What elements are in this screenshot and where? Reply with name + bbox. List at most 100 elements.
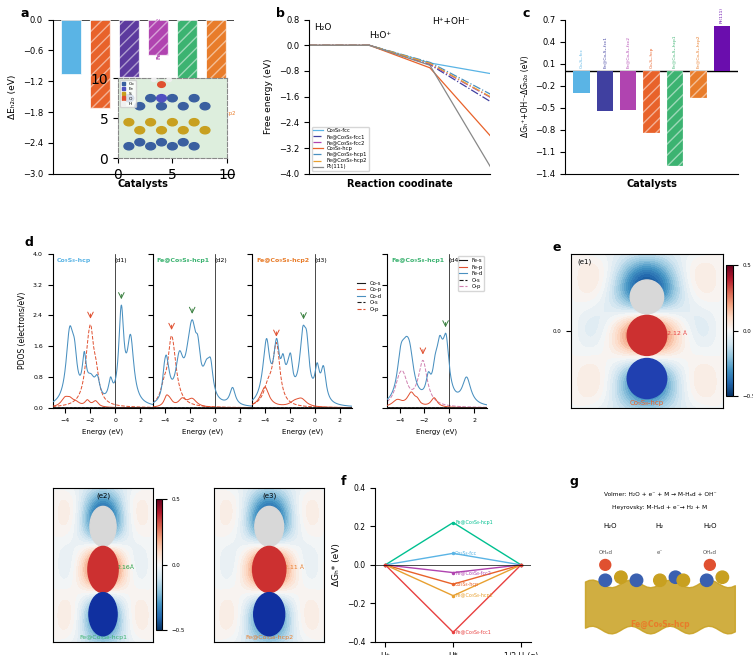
Bar: [206, 20, 226, 151]
Circle shape: [614, 571, 627, 584]
Bar: [61, 20, 81, 73]
Fe@Co₉S₈-hcp1: [381, 561, 390, 569]
Bar: [596, 71, 613, 111]
Text: Heyrovsky: M-Hₐd + e⁻→ H₂ + M: Heyrovsky: M-Hₐd + e⁻→ H₂ + M: [612, 505, 708, 510]
Pt(111): [365, 41, 374, 49]
Fe@Co₉S₈-fcc1: [425, 61, 434, 69]
Text: Fe@Co₉S₈-hcp1: Fe@Co₉S₈-hcp1: [184, 27, 189, 71]
Bar: [691, 71, 706, 98]
Line: Fe@Co₉S₈-hcp2: Fe@Co₉S₈-hcp2: [384, 564, 522, 597]
Fe@Co₉S₈-hcp2: [304, 41, 313, 49]
Text: (d1): (d1): [114, 258, 127, 263]
Fe@Co₉S₈-fcc1: [304, 41, 313, 49]
Legend: Fe-s, Fe-p, Fe-d, O-s, O-p: Fe-s, Fe-p, Fe-d, O-s, O-p: [458, 256, 484, 291]
Text: Fe@Co₉S₈-hcp1: Fe@Co₉S₈-hcp1: [673, 35, 677, 68]
Legend: Co-s, Co-p, Co-d, O-s, O-p: Co-s, Co-p, Co-d, O-s, O-p: [356, 280, 383, 313]
Fe@Co₉S₈-hcp1: [304, 41, 313, 49]
Line: Co₉S₈-hcp: Co₉S₈-hcp: [309, 45, 490, 136]
Circle shape: [255, 506, 284, 546]
Circle shape: [677, 574, 690, 586]
Fe@Co₉S₈-hcp2: [381, 561, 390, 569]
Circle shape: [599, 574, 611, 586]
Pt(111): [425, 62, 434, 69]
Text: Fe@Co₉S₈-hcp1: Fe@Co₉S₈-hcp1: [157, 258, 209, 263]
Text: H₂: H₂: [656, 523, 664, 529]
Bar: [620, 71, 636, 110]
Line: Fe@Co₉S₈-hcp1: Fe@Co₉S₈-hcp1: [384, 521, 522, 566]
Text: H₃O⁺: H₃O⁺: [369, 31, 391, 40]
Fe@Co₉S₈-hcp2: [365, 41, 374, 49]
Fe@Co₉S₈-fcc1: [365, 41, 374, 49]
Text: d: d: [25, 236, 34, 249]
Fe@Co₉S₈-hcp2: [517, 561, 526, 569]
Y-axis label: Free energy (eV): Free energy (eV): [264, 59, 273, 134]
Fe@Co₉S₈-hcp1: [449, 519, 458, 527]
Fe@Co₉S₈-fcc1: [517, 561, 526, 569]
Text: 2.12 Å: 2.12 Å: [666, 331, 687, 337]
Co₉S₈-hcp: [304, 41, 313, 49]
Text: g: g: [569, 475, 578, 488]
Fe@Co₉S₈-hcp1: [486, 90, 495, 98]
Circle shape: [90, 506, 116, 546]
Circle shape: [669, 571, 681, 584]
Bar: [714, 26, 730, 71]
Fe@Co₉S₈-hcp2: [449, 591, 458, 599]
X-axis label: Catalysts: Catalysts: [118, 179, 169, 189]
Text: 2.16Å: 2.16Å: [116, 565, 134, 571]
Text: Fe@Co₉S₈-hcp: Fe@Co₉S₈-hcp: [630, 620, 690, 629]
Text: Co₉S₈-fcc: Co₉S₈-fcc: [456, 551, 477, 556]
Circle shape: [88, 546, 118, 593]
X-axis label: Catalysts: Catalysts: [626, 179, 677, 189]
Circle shape: [254, 593, 285, 636]
Fe@Co₉S₈-fcc2: [381, 561, 390, 569]
Text: Fe@Co₉S₈-hcp2: Fe@Co₉S₈-hcp2: [196, 111, 236, 116]
Co₉S₈-hcp: [486, 132, 495, 140]
Text: e⁻: e⁻: [657, 550, 663, 555]
Text: Fe@Co₉S₈-hcp2: Fe@Co₉S₈-hcp2: [256, 258, 309, 263]
Text: Fe@Co₉S₈-fcc1: Fe@Co₉S₈-fcc1: [456, 629, 491, 635]
Fe@Co₉S₈-hcp1: [365, 41, 374, 49]
Text: (d4): (d4): [449, 258, 462, 263]
Fe@Co₉S₈-fcc2: [486, 94, 495, 102]
Text: f: f: [341, 475, 346, 488]
Text: Pt(111): Pt(111): [720, 7, 724, 22]
Line: Fe@Co₉S₈-hcp1: Fe@Co₉S₈-hcp1: [309, 45, 490, 94]
Text: Fe@Co₉S₈-fcc2: Fe@Co₉S₈-fcc2: [456, 570, 491, 575]
Text: Fe@Co₉S₈-hcp1: Fe@Co₉S₈-hcp1: [79, 635, 127, 640]
Text: (d3): (d3): [314, 258, 327, 263]
Co₉S₈-hcp: [517, 561, 526, 569]
Line: Fe@Co₉S₈-fcc2: Fe@Co₉S₈-fcc2: [309, 45, 490, 98]
Fe@Co₉S₈-fcc2: [517, 561, 526, 569]
Text: Fe@Co₉S₈-hcp2: Fe@Co₉S₈-hcp2: [697, 35, 700, 68]
Bar: [90, 20, 110, 108]
Text: Co₉S₈-hcp: Co₉S₈-hcp: [56, 258, 91, 263]
Fe@Co₉S₈-fcc1: [381, 561, 390, 569]
Bar: [177, 20, 197, 79]
Circle shape: [252, 546, 286, 593]
Co₉S₈-hcp: [365, 41, 374, 49]
Pt(111): [486, 162, 495, 170]
Text: Volmer: H₂O + e⁻ + M → M-Hₐd + OH⁻: Volmer: H₂O + e⁻ + M → M-Hₐd + OH⁻: [604, 493, 716, 498]
Text: Fe@Co₉S₈-fcc1: Fe@Co₉S₈-fcc1: [127, 27, 132, 69]
Co₉S₈-fcc: [381, 561, 390, 569]
Text: Fe@Co₉S₈-hcp2: Fe@Co₉S₈-hcp2: [245, 635, 293, 640]
Line: Fe@Co₉S₈-hcp2: Fe@Co₉S₈-hcp2: [309, 45, 490, 97]
Text: Co₉S₈-hcp: Co₉S₈-hcp: [97, 49, 102, 77]
Co₉S₈-hcp: [425, 64, 434, 71]
Text: Co₉S₈-fcc: Co₉S₈-fcc: [69, 32, 74, 58]
Co₉S₈-fcc: [449, 550, 458, 557]
Text: 2.11 Å: 2.11 Å: [284, 565, 303, 571]
Bar: [691, 71, 706, 98]
Line: Co₉S₈-fcc: Co₉S₈-fcc: [309, 45, 490, 73]
Bar: [119, 20, 139, 77]
Co₉S₈-fcc: [517, 561, 526, 569]
Bar: [667, 71, 683, 166]
Text: (e3): (e3): [262, 493, 276, 499]
Fe@Co₉S₈-hcp1: [425, 58, 434, 66]
Text: Co₉S₈-hcp: Co₉S₈-hcp: [650, 47, 654, 68]
Bar: [119, 20, 139, 77]
Fe@Co₉S₈-fcc2: [425, 60, 434, 68]
Co₉S₈-fcc: [486, 69, 495, 77]
Fe@Co₉S₈-hcp2: [425, 60, 434, 67]
Circle shape: [630, 280, 663, 314]
